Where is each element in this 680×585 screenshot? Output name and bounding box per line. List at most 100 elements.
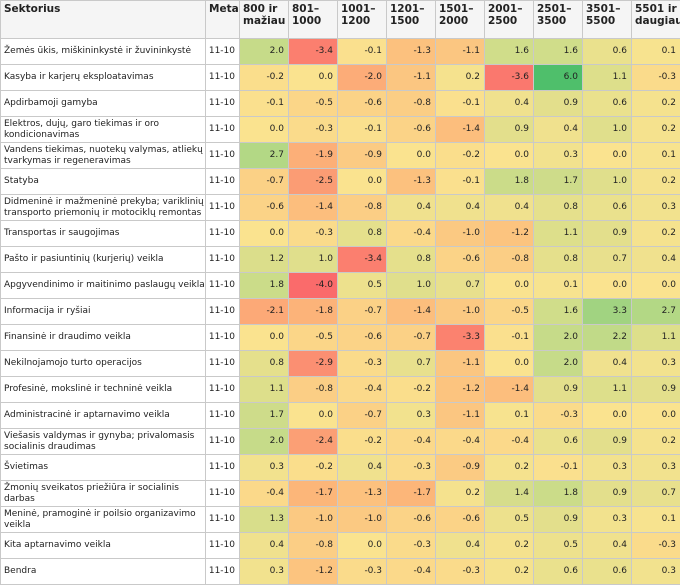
value-cell: -0.4 xyxy=(338,377,387,403)
value-cell: -0.9 xyxy=(338,143,387,169)
year-cell: 11-10 xyxy=(206,325,240,351)
value-cell: -2.1 xyxy=(240,299,289,325)
value-cell: -1.7 xyxy=(289,481,338,507)
value-cell: -0.8 xyxy=(338,195,387,221)
value-cell: 0.0 xyxy=(387,143,436,169)
value-cell: -0.2 xyxy=(240,65,289,91)
value-cell: 0.4 xyxy=(387,195,436,221)
value-cell: 0.0 xyxy=(289,403,338,429)
value-cell: -0.3 xyxy=(387,455,436,481)
column-header-wage-band[interactable]: 1001–1200 xyxy=(338,1,387,39)
value-cell: -1.1 xyxy=(436,351,485,377)
value-cell: -1.3 xyxy=(338,481,387,507)
year-cell: 11-10 xyxy=(206,143,240,169)
value-cell: 0.9 xyxy=(485,117,534,143)
value-cell: -0.5 xyxy=(289,325,338,351)
year-cell: 11-10 xyxy=(206,299,240,325)
value-cell: 0.0 xyxy=(583,273,632,299)
value-cell: 0.1 xyxy=(632,143,680,169)
value-cell: 0.4 xyxy=(632,247,680,273)
year-cell: 11-10 xyxy=(206,91,240,117)
column-header-wage-band[interactable]: 3501–5500 xyxy=(583,1,632,39)
value-cell: -0.2 xyxy=(338,429,387,455)
value-cell: 0.3 xyxy=(583,455,632,481)
value-cell: 0.4 xyxy=(534,117,583,143)
sector-cell: Žmonių sveikatos priežiūra ir socialinis… xyxy=(1,481,206,507)
sector-cell: Profesinė, mokslinė ir techninė veikla xyxy=(1,377,206,403)
table-row: Apgyvendinimo ir maitinimo paslaugų veik… xyxy=(1,273,680,299)
value-cell: 0.0 xyxy=(240,117,289,143)
value-cell: -0.2 xyxy=(289,455,338,481)
value-cell: -1.4 xyxy=(436,117,485,143)
value-cell: -3.4 xyxy=(289,39,338,65)
sector-cell: Meninė, pramoginė ir poilsio organizavim… xyxy=(1,507,206,533)
value-cell: 0.3 xyxy=(534,143,583,169)
column-header-wage-band[interactable]: 801–1000 xyxy=(289,1,338,39)
value-cell: 0.4 xyxy=(583,351,632,377)
value-cell: 0.9 xyxy=(583,221,632,247)
value-cell: -0.6 xyxy=(338,91,387,117)
value-cell: 0.2 xyxy=(632,169,680,195)
value-cell: 0.1 xyxy=(534,273,583,299)
column-header-year[interactable]: Metai xyxy=(206,1,240,39)
value-cell: 1.8 xyxy=(485,169,534,195)
value-cell: -0.1 xyxy=(240,91,289,117)
value-cell: 0.4 xyxy=(485,91,534,117)
sector-cell: Švietimas xyxy=(1,455,206,481)
year-cell: 11-10 xyxy=(206,169,240,195)
column-header-wage-band[interactable]: 2501–3500 xyxy=(534,1,583,39)
value-cell: -1.1 xyxy=(436,403,485,429)
column-header-wage-band[interactable]: 2001–2500 xyxy=(485,1,534,39)
value-cell: -0.1 xyxy=(436,91,485,117)
value-cell: 1.2 xyxy=(240,247,289,273)
value-cell: 1.6 xyxy=(485,39,534,65)
value-cell: 1.1 xyxy=(534,221,583,247)
value-cell: 0.9 xyxy=(534,377,583,403)
value-cell: -0.8 xyxy=(289,377,338,403)
value-cell: -1.0 xyxy=(436,299,485,325)
value-cell: -0.1 xyxy=(534,455,583,481)
value-cell: -0.6 xyxy=(338,325,387,351)
value-cell: 1.6 xyxy=(534,299,583,325)
year-cell: 11-10 xyxy=(206,533,240,559)
value-cell: 0.2 xyxy=(485,455,534,481)
year-cell: 11-10 xyxy=(206,507,240,533)
value-cell: -1.8 xyxy=(289,299,338,325)
column-header-wage-band[interactable]: 5501 ir daugiau xyxy=(632,1,680,39)
value-cell: 0.8 xyxy=(534,195,583,221)
value-cell: -0.4 xyxy=(436,429,485,455)
sector-cell: Elektros, dujų, garo tiekimas ir oro kon… xyxy=(1,117,206,143)
value-cell: 0.0 xyxy=(632,273,680,299)
column-header-sector[interactable]: Sektorius xyxy=(1,1,206,39)
value-cell: 0.2 xyxy=(632,429,680,455)
column-header-wage-band[interactable]: 800 ir mažiau xyxy=(240,1,289,39)
value-cell: -0.3 xyxy=(387,533,436,559)
sector-cell: Administracinė ir aptarnavimo veikla xyxy=(1,403,206,429)
value-cell: 1.0 xyxy=(387,273,436,299)
value-cell: 6.0 xyxy=(534,65,583,91)
sector-cell: Informacija ir ryšiai xyxy=(1,299,206,325)
table-body: Žemės ūkis, miškininkystė ir žuvininkyst… xyxy=(1,39,680,585)
value-cell: 0.3 xyxy=(632,195,680,221)
table-row: Viešasis valdymas ir gynyba; privalomasi… xyxy=(1,429,680,455)
value-cell: 0.0 xyxy=(240,325,289,351)
sector-cell: Apgyvendinimo ir maitinimo paslaugų veik… xyxy=(1,273,206,299)
value-cell: -4.0 xyxy=(289,273,338,299)
value-cell: 0.4 xyxy=(436,195,485,221)
column-header-wage-band[interactable]: 1201–1500 xyxy=(387,1,436,39)
sector-cell: Apdirbamoji gamyba xyxy=(1,91,206,117)
year-cell: 11-10 xyxy=(206,247,240,273)
value-cell: 0.9 xyxy=(534,507,583,533)
sector-cell: Žemės ūkis, miškininkystė ir žuvininkyst… xyxy=(1,39,206,65)
column-header-wage-band[interactable]: 1501–2000 xyxy=(436,1,485,39)
value-cell: -1.2 xyxy=(436,377,485,403)
year-cell: 11-10 xyxy=(206,403,240,429)
value-cell: 0.8 xyxy=(240,351,289,377)
